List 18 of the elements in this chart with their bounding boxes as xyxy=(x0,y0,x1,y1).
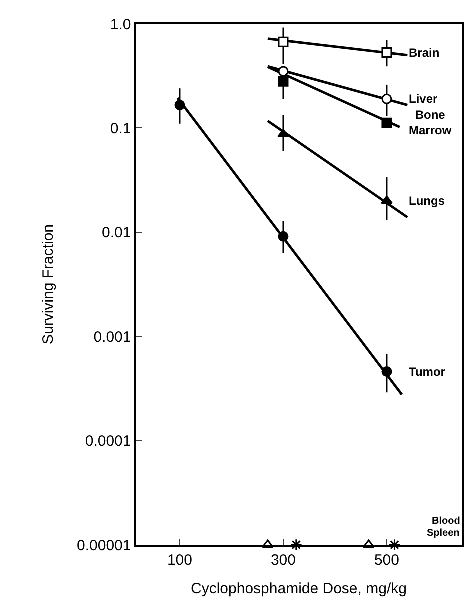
x-tick-label: 100 xyxy=(167,552,192,569)
x-tick-label: 300 xyxy=(270,552,296,569)
y-tick-label: 0.1 xyxy=(110,120,132,138)
x-tick-label: 500 xyxy=(374,552,400,569)
series-label: Brain xyxy=(409,46,440,60)
x-axis-title: Cyclophosphamide Dose, mg/kg xyxy=(191,580,407,598)
y-tick-label: 1.0 xyxy=(110,16,132,34)
text: Blood xyxy=(432,516,460,527)
y-axis-title: Surviving Fraction xyxy=(40,224,57,345)
series-label: Tumor xyxy=(409,365,446,379)
text: Spleen xyxy=(427,528,460,539)
y-tick-label: 0.001 xyxy=(94,328,132,346)
y-tick-label: 0.0001 xyxy=(85,433,132,450)
series-label: Bone Marrow xyxy=(409,108,452,138)
y-tick-label: 0.01 xyxy=(102,224,132,242)
series-label: Lungs xyxy=(409,194,446,208)
series-label: Liver xyxy=(409,92,438,106)
y-tick-label: 0.00001 xyxy=(77,537,132,554)
